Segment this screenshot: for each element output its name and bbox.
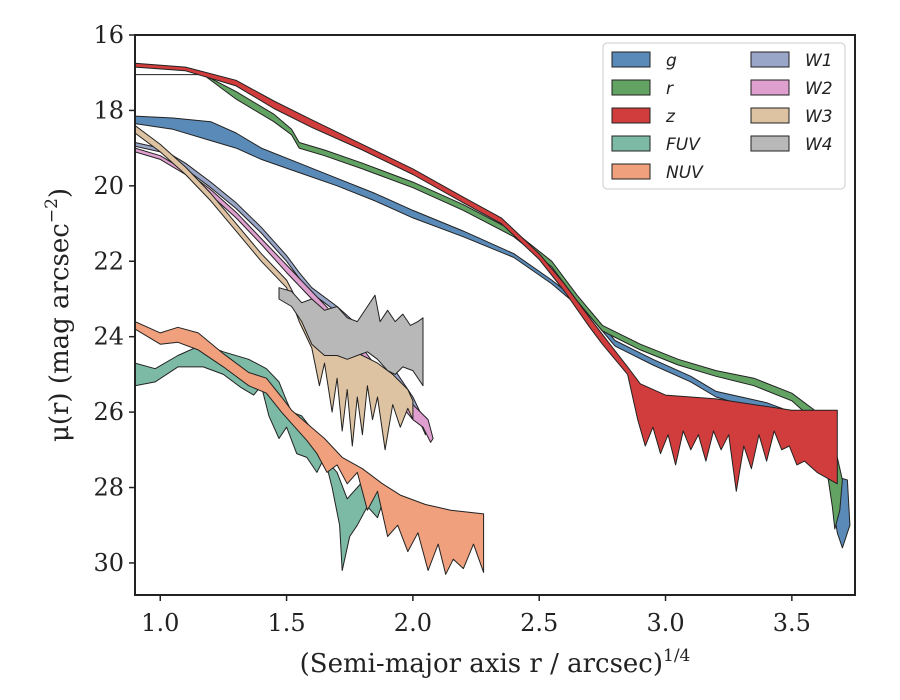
legend-swatch: [611, 107, 651, 124]
y-tick-label: 28: [93, 474, 124, 502]
legend: grz FUV NUV W1 W2 W3 W4: [602, 42, 846, 190]
legend-swatch: [750, 79, 790, 96]
legend-label: r: [666, 79, 674, 99]
legend-swatch: [750, 51, 790, 68]
legend-item-w1: W1: [750, 51, 833, 71]
legend-item-w3: W3: [750, 107, 833, 127]
profile-bands: [135, 62, 851, 575]
y-tick-label: 16: [93, 21, 124, 49]
legend-swatch: [611, 79, 651, 96]
y-tick-label: 24: [93, 323, 124, 351]
band-nuv: [135, 321, 485, 575]
band-w4: [278, 287, 424, 387]
legend-label: W4: [805, 135, 833, 155]
x-tick-label: 1.5: [267, 609, 305, 637]
plot-frame: [134, 34, 856, 596]
legend-label: z: [665, 107, 676, 127]
y-axis-label: μ(r) (mag arcsec−2): [42, 188, 75, 442]
legend-label: W3: [805, 107, 833, 127]
legend-label: FUV: [666, 135, 701, 155]
band-w1: [135, 142, 426, 436]
y-tick-label: 18: [93, 96, 124, 124]
x-axis-label: (Semi-major axis r / arcsec)1/4: [300, 646, 691, 679]
legend-item-nuv: NUV: [611, 163, 704, 183]
band-r: [135, 74, 843, 530]
legend-item-z: z: [611, 107, 676, 127]
y-tick-label: 30: [93, 549, 124, 577]
legend-swatch: [611, 51, 651, 68]
y-tick-label: 26: [93, 398, 124, 426]
legend-swatch: [611, 135, 651, 152]
x-axis: 1.0 1.5 2.0 2.5 3.0 3.5: [141, 595, 811, 637]
x-tick-label: 3.0: [646, 609, 684, 637]
legend-item-fuv: FUV: [611, 135, 701, 155]
legend-swatch: [611, 163, 651, 180]
y-tick-label: 20: [93, 172, 124, 200]
x-tick-label: 2.0: [394, 609, 432, 637]
legend-label: W2: [805, 79, 833, 99]
legend-item-w4: W4: [750, 135, 833, 155]
y-axis: 16 18 20 22 24 26 28 30: [93, 21, 135, 577]
band-w2: [135, 147, 434, 443]
legend-swatch: [750, 107, 790, 124]
legend-item-g: g: [611, 51, 677, 71]
x-tick-label: 2.5: [520, 609, 558, 637]
legend-item-r: r: [611, 79, 674, 99]
band-z: [135, 62, 838, 492]
legend-item-w2: W2: [750, 79, 833, 99]
legend-swatch: [750, 135, 790, 152]
legend-label: W1: [805, 51, 833, 71]
legend-label: NUV: [666, 163, 704, 183]
legend-label: g: [666, 51, 677, 71]
band-g: [135, 115, 851, 549]
band-fuv: [135, 343, 389, 571]
x-tick-label: 3.5: [773, 609, 811, 637]
x-tick-label: 1.0: [141, 609, 179, 637]
y-tick-label: 22: [93, 247, 124, 275]
